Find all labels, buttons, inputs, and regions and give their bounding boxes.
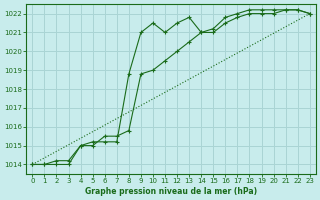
X-axis label: Graphe pression niveau de la mer (hPa): Graphe pression niveau de la mer (hPa): [85, 187, 257, 196]
